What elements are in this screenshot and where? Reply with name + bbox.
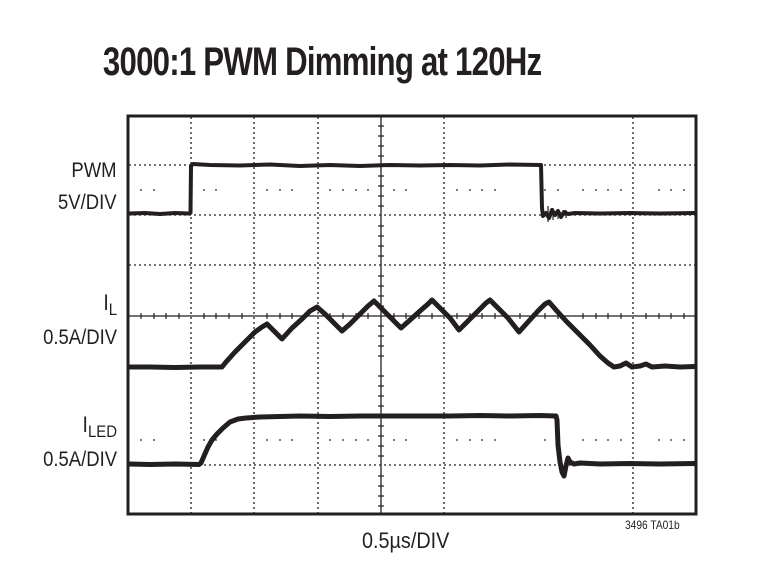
x-axis-label: 0.5µs/DIV (362, 528, 450, 553)
pwm-scale: 5V/DIV (58, 191, 117, 214)
iled-name: I (82, 412, 88, 437)
il-scale: 0.5A/DIV (43, 326, 117, 349)
iled-scale: 0.5A/DIV (43, 448, 117, 471)
pwm-ringing (547, 206, 567, 222)
il-trace (129, 297, 696, 370)
chart-title: 3000:1 PWM Dimming at 120Hz (102, 40, 542, 84)
il-name: I (103, 290, 109, 315)
pwm-name: PWM (71, 159, 117, 182)
il-subscript: L (108, 300, 117, 319)
iled-channel-label: ILED 0.5A/DIV (43, 412, 117, 473)
iled-subscript: LED (87, 422, 117, 441)
pwm-channel-label: PWM 5V/DIV (58, 158, 117, 216)
horizontal-axis-ticks (140, 313, 685, 319)
iled-trace (128, 413, 696, 479)
pwm-trace (128, 162, 696, 220)
figure-id: 3496 TA01b (625, 518, 680, 532)
il-channel-label: IL 0.5A/DIV (43, 290, 117, 351)
